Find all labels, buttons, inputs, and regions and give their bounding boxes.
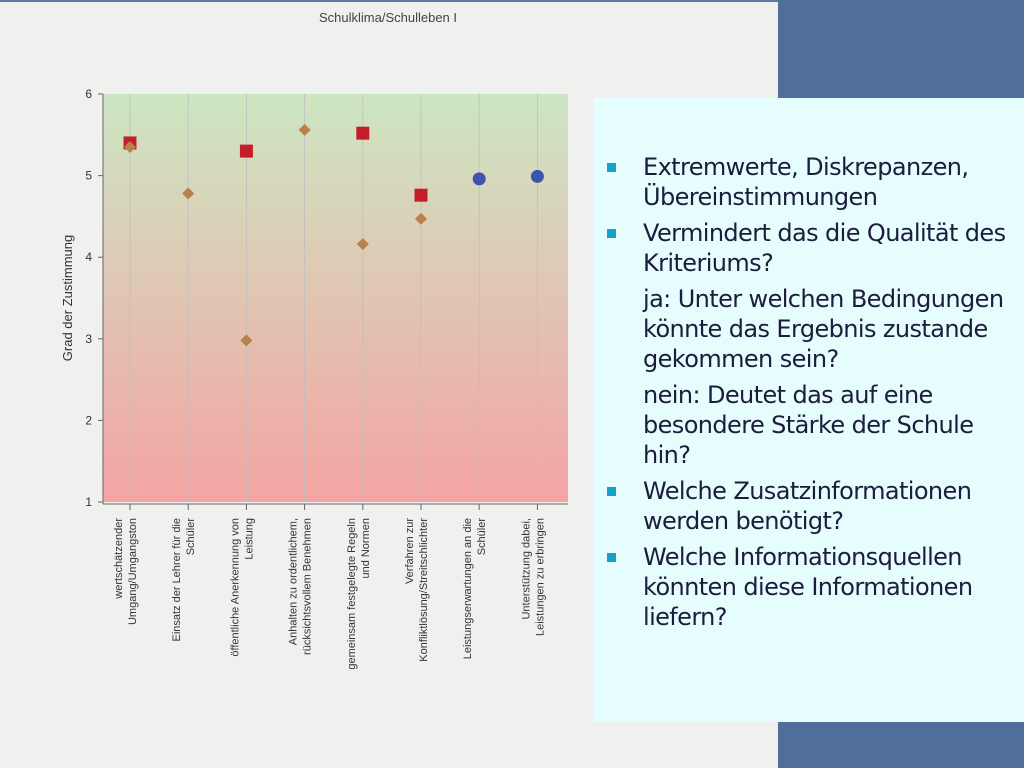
category-label: Verfahren zur Konfliktlösung/Streitschlic… [404,518,430,662]
decorative-band-top [778,0,1024,100]
category-label-line: gemeinsam festgelegte Regeln [346,518,358,670]
bullet-item: Welche Zusatzinformationen werden benöti… [607,476,1016,536]
bullet-text: Extremwerte, Diskrepanzen, Übereinstimmu… [643,153,969,211]
diamond-marker [240,334,253,347]
category-label: Anhalten zu ordentlichem, rücksichtsvolle… [288,518,314,655]
category-label-line: öffentliche Anerkennung von [229,518,241,657]
square-marker [414,188,428,202]
chart-title: Schulklima/Schulleben I [319,10,457,25]
decorative-band-bottom [778,722,1024,768]
bullet-text: Welche Zusatzinformationen werden benöti… [643,477,972,535]
y-tick-label: 3 [85,332,92,346]
category-label: wertschätzender Umgang/Umgangston [113,518,139,625]
scatter-chart: Schulklima/Schulleben I 1 2 3 4 5 6 Grad der … [60,10,568,670]
category-label: öffentliche Anerkennung von Leistung [229,518,255,657]
top-border-line [0,0,778,2]
category-label-line: Schüler [185,518,197,556]
bullet-text: ja: Unter welchen Bedingungen könnte das… [643,285,1004,373]
bullet-item: Welche Informationsquellen könnten diese… [607,542,1016,632]
category-label-line: Anhalten zu ordentlichem, [288,518,300,645]
y-tick-label: 5 [85,169,92,183]
sub-item: nein: Deutet das auf eine besondere Stär… [607,380,1016,470]
bullet-square-icon [607,229,616,238]
bullet-list: Extremwerte, Diskrepanzen, Übereinstimmu… [607,152,1016,632]
diamond-marker [124,141,136,154]
y-axis-label: Grad der Zustimmung [60,235,75,361]
circle-marker [530,169,544,183]
plot-area [103,94,568,502]
bullet-square-icon [607,553,616,562]
square-marker [356,126,370,140]
category-label-line: rücksichtsvollem Benehmen [302,518,314,655]
bullet-square-icon [607,163,616,172]
category-label-line: Leistung [243,518,255,560]
y-tick-label: 4 [85,250,92,264]
category-label-line: Konfliktlösung/Streitschlichter [418,518,430,662]
diamond-marker [356,238,369,251]
category-label-line: wertschätzender [113,518,125,600]
category-label: Einsatz der Lehrer für die Schüler [171,518,197,642]
category-label: gemeinsam festgelegte Regeln und Normen [346,518,372,670]
circle-marker [472,172,486,186]
sub-item: ja: Unter welchen Bedingungen könnte das… [607,284,1016,374]
y-tick-label: 1 [85,495,92,509]
square-marker [239,144,253,158]
diamond-marker [415,212,427,225]
category-label-line: Schüler [476,518,488,556]
category-label: Leistungserwartungen an die Schüler [462,518,488,660]
category-label-line: Leistungserwartungen an die [462,518,474,659]
category-label-line: Leistungen zu erbringen [534,518,546,636]
bullet-text: Welche Informationsquellen könnten diese… [643,543,973,631]
bullet-item: Vermindert das die Qualität des Kriteriu… [607,218,1016,278]
bullet-text: Vermindert das die Qualität des Kriteriu… [643,219,1006,277]
category-label-line: Verfahren zur [404,518,416,584]
diamond-marker [298,123,311,136]
category-label-line: Einsatz der Lehrer für die [171,518,183,642]
bullet-item: Extremwerte, Diskrepanzen, Übereinstimmu… [607,152,1016,212]
y-tick-label: 6 [85,87,92,101]
category-label-line: Unterstützung dabei, [520,518,532,620]
notes-panel: Extremwerte, Diskrepanzen, Übereinstimmu… [593,98,1024,722]
diamond-marker [182,187,195,200]
category-label-line: Umgang/Umgangston [127,518,139,625]
bullet-square-icon [607,487,616,496]
bullet-text: nein: Deutet das auf eine besondere Stär… [643,381,974,469]
y-tick-label: 2 [85,413,92,427]
category-label-line: und Normen [360,518,372,579]
category-label: Unterstützung dabei, Leistungen zu erbrin… [520,518,546,636]
